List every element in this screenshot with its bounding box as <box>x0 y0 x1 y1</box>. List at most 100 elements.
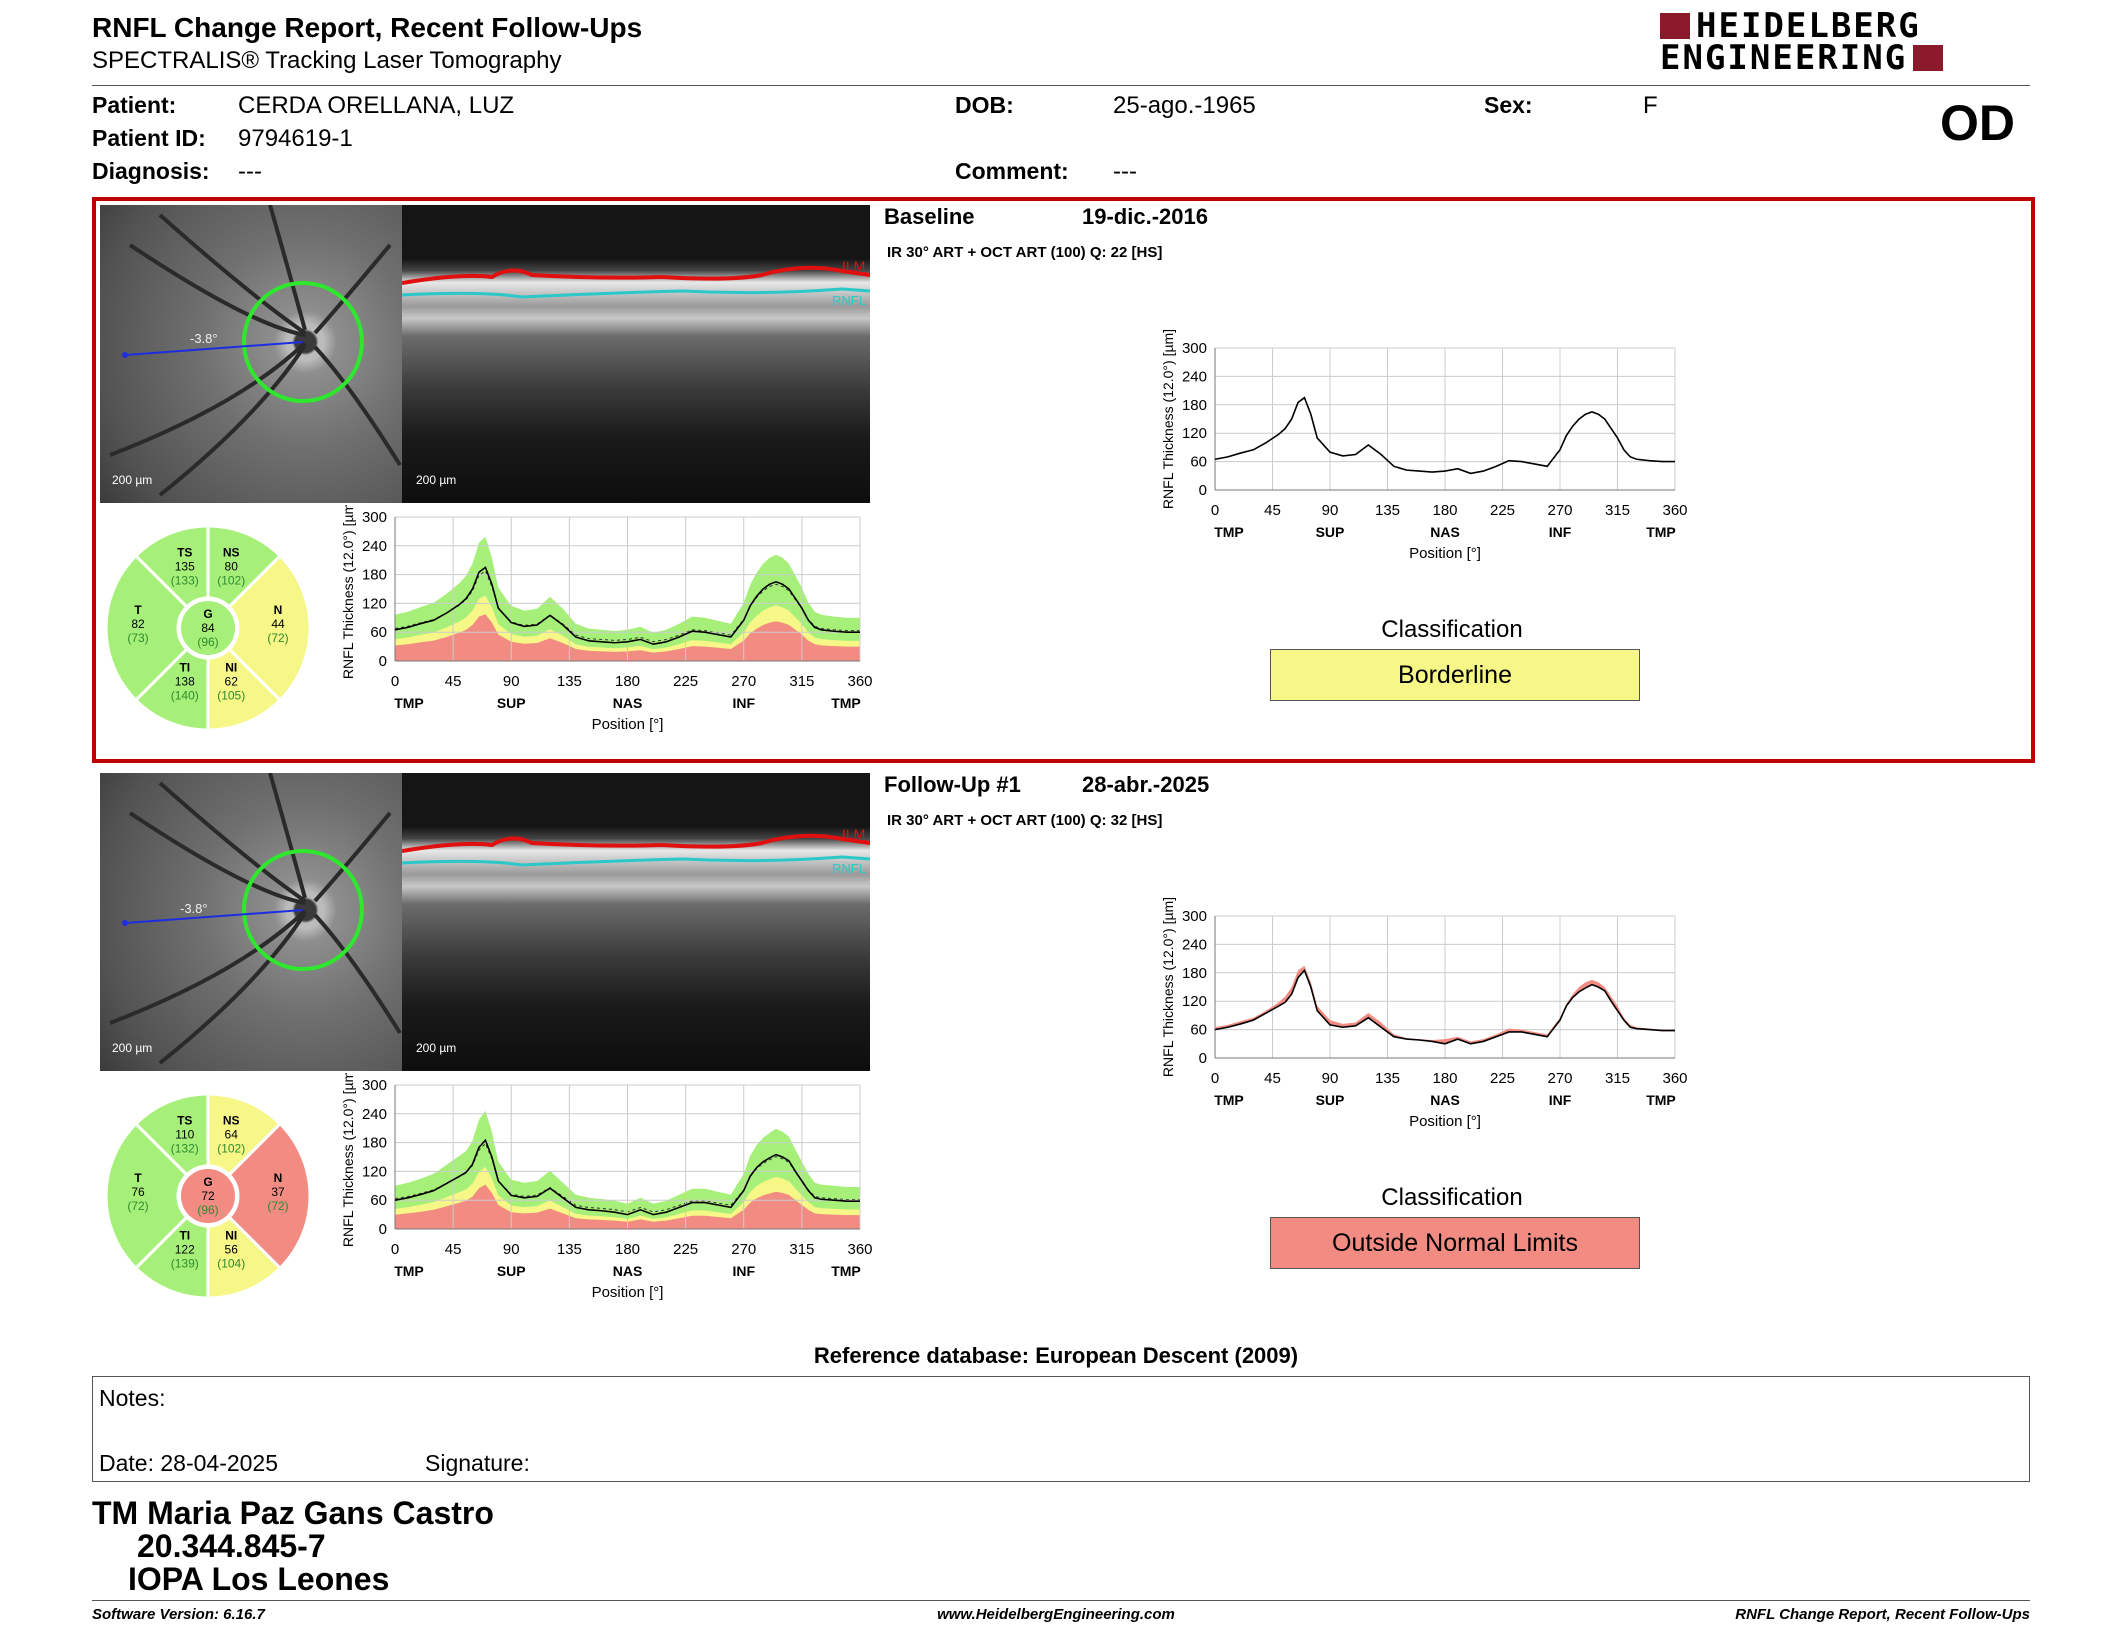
tick-x-135-norm-baseline: 135 <box>557 673 582 690</box>
logo-line1: HEIDELBERG <box>1696 6 1921 46</box>
fundus-image-baseline: -3.8° 200 µm <box>100 205 402 503</box>
logo-line2: ENGINEERING <box>1660 38 1908 78</box>
scan-info-baseline: IR 30° ART + OCT ART (100) Q: 22 [HS] <box>887 244 1163 261</box>
sector-name-n-baseline: N <box>274 603 283 617</box>
notes-box[interactable]: Notes: Date: 28-04-2025 Signature: <box>92 1376 2030 1482</box>
software-version: Software Version: 6.16.7 <box>92 1606 265 1623</box>
sector-value-t-followup: 76 <box>131 1185 145 1199</box>
tick-x-135-followup: 135 <box>1375 1070 1400 1087</box>
notes-label: Notes: <box>99 1385 166 1411</box>
fundus-scale-baseline: 200 µm <box>112 473 153 487</box>
xlabel-baseline: Position [°] <box>1409 545 1481 562</box>
sector-value-ni-followup: 56 <box>225 1242 239 1256</box>
tick-x-270-norm-baseline: 270 <box>731 673 756 690</box>
tick-x-360-norm-baseline: 360 <box>847 673 872 690</box>
sector-tick-0-baseline: TMP <box>1214 524 1244 540</box>
sector-n-baseline <box>227 553 312 703</box>
sector-name-ni-followup: NI <box>225 1228 237 1242</box>
oct-scale-baseline: 200 µm <box>416 473 457 487</box>
sector-chart-followup: TS110(132)NS64(102)T76(72)N37(72)TI122(1… <box>104 1092 312 1300</box>
tick-y-60-norm-followup: 60 <box>370 1192 387 1209</box>
tick-x-225-norm-followup: 225 <box>673 1241 698 1258</box>
sector-tick-4-norm-followup: TMP <box>831 1263 861 1279</box>
patient-label: Patient: <box>92 92 177 118</box>
comment: --- <box>1113 158 1137 185</box>
tick-y-180-norm-baseline: 180 <box>362 567 387 584</box>
diagnosis: --- <box>238 158 262 185</box>
tick-x-225-norm-baseline: 225 <box>673 673 698 690</box>
sector-g-followup <box>179 1167 237 1225</box>
ylabel-norm-baseline: RNFL Thickness (12.0°) [µm] <box>340 505 356 679</box>
sector-tick-4-baseline: TMP <box>1646 524 1676 540</box>
sector-value-ns-baseline: 80 <box>225 560 239 574</box>
tick-x-315-baseline: 315 <box>1605 502 1630 519</box>
tick-x-90-norm-baseline: 90 <box>503 673 520 690</box>
tick-x-45-baseline: 45 <box>1264 502 1281 519</box>
ilm-label-followup: ILM <box>842 826 865 842</box>
rnfl-profile-normative-followup: 300 240 180 120 60 00 45 90 135 180 225 270 315 360 TM… <box>340 1073 873 1301</box>
scan-info-followup: IR 30° ART + OCT ART (100) Q: 32 [HS] <box>887 812 1163 829</box>
tick-x-180-followup: 180 <box>1432 1070 1457 1087</box>
sector-name-ti-followup: TI <box>179 1228 190 1242</box>
oct-bscan-baseline: ILM RNFL 200 µm <box>402 205 870 503</box>
comment-label: Comment: <box>955 158 1069 184</box>
exam-label-followup: Follow-Up #1 <box>884 772 1021 797</box>
sex-label: Sex: <box>1484 92 1533 118</box>
xlabel-followup: Position [°] <box>1409 1113 1481 1130</box>
sector-ref-t-followup: (72) <box>127 1199 148 1213</box>
tick-y-180-baseline: 180 <box>1182 397 1207 414</box>
tick-x-45-norm-followup: 45 <box>445 1241 462 1258</box>
tick-y-0-norm-baseline: 0 <box>379 653 387 670</box>
technician-id: 20.344.845-7 <box>137 1528 326 1564</box>
tick-y-0-norm-followup: 0 <box>379 1221 387 1238</box>
sector-ref-n-baseline: (72) <box>267 631 288 645</box>
sector-tick-2-norm-baseline: NAS <box>613 695 643 711</box>
classification-baseline: Borderline <box>1270 649 1640 701</box>
tick-y-300-norm-followup: 300 <box>362 1077 387 1094</box>
tick-x-360-baseline: 360 <box>1662 502 1687 519</box>
tick-x-315-norm-baseline: 315 <box>789 673 814 690</box>
thickness-line-norm-followup <box>394 1138 860 1216</box>
tick-x-315-norm-followup: 315 <box>789 1241 814 1258</box>
sector-tick-3-followup: INF <box>1549 1092 1572 1108</box>
tick-y-120-followup: 120 <box>1182 993 1207 1010</box>
tick-y-120-baseline: 120 <box>1182 425 1207 442</box>
tick-y-60-norm-baseline: 60 <box>370 624 387 641</box>
sector-tick-1-followup: SUP <box>1316 1092 1345 1108</box>
ylabel-norm-followup: RNFL Thickness (12.0°) [µm] <box>340 1073 356 1247</box>
sector-value-ts-followup: 110 <box>175 1128 194 1142</box>
exam-date-baseline: 19-dic.-2016 <box>1082 204 1208 229</box>
tick-x-135-norm-followup: 135 <box>557 1241 582 1258</box>
baseline-frame <box>92 197 2035 763</box>
exam-date-followup: 28-abr.-2025 <box>1082 772 1210 797</box>
sector-name-t-baseline: T <box>134 603 142 617</box>
sector-tick-4-followup: TMP <box>1646 1092 1676 1108</box>
patient-name: CERDA ORELLANA, LUZ <box>238 92 515 119</box>
sector-t-baseline <box>104 553 189 703</box>
sector-name-ns-followup: NS <box>223 1114 240 1128</box>
sector-tick-3-norm-followup: INF <box>732 1263 755 1279</box>
sector-value-ti-followup: 122 <box>175 1242 195 1256</box>
tick-x-270-followup: 270 <box>1547 1070 1572 1087</box>
sector-ref-ts-followup: (132) <box>171 1142 199 1156</box>
dob: 25-ago.-1965 <box>1113 92 1256 119</box>
tick-y-180-followup: 180 <box>1182 965 1207 982</box>
website[interactable]: www.HeidelbergEngineering.com <box>937 1606 1175 1623</box>
rnfl-profile-baseline: 300 240 180 120 60 00 45 90 135 180 225 270 315 360 TM… <box>1160 330 1688 562</box>
tick-x-270-baseline: 270 <box>1547 502 1572 519</box>
classification-followup: Outside Normal Limits <box>1270 1217 1640 1269</box>
sector-ref-g-baseline: (96) <box>197 635 218 649</box>
tick-x-225-baseline: 225 <box>1490 502 1515 519</box>
sector-ref-ti-followup: (139) <box>171 1256 199 1270</box>
sector-name-ts-baseline: TS <box>177 546 192 560</box>
reference-database: Reference database: European Descent (20… <box>813 1343 1299 1368</box>
tick-x-45-followup: 45 <box>1264 1070 1281 1087</box>
report-title: RNFL Change Report, Recent Follow-Ups <box>92 12 643 43</box>
xlabel-norm-followup: Position [°] <box>592 1284 664 1301</box>
rnfl-profile-normative-baseline: 300 240 180 120 60 00 45 90 135 180 225 270 315 360 TM… <box>340 505 873 733</box>
sector-name-ni-baseline: NI <box>225 660 237 674</box>
tick-x-225-followup: 225 <box>1490 1070 1515 1087</box>
sector-tick-4-norm-baseline: TMP <box>831 695 861 711</box>
classification-title-baseline: Classification <box>1381 616 1523 643</box>
sector-tick-2-norm-followup: NAS <box>613 1263 643 1279</box>
